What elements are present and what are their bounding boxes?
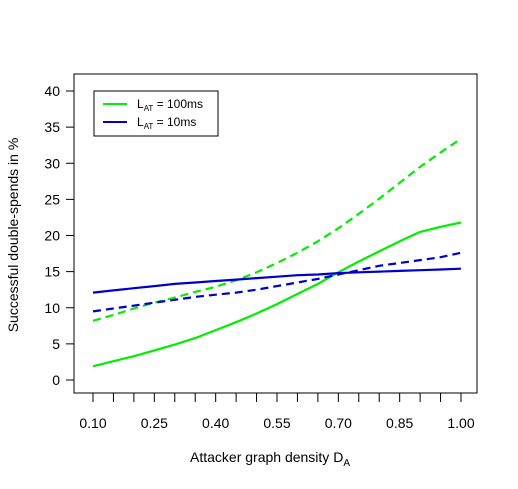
- series-line-1-solid: [92, 221, 462, 368]
- x-tick-label: 0.10: [79, 415, 106, 431]
- y-tick-label: 40: [44, 83, 60, 99]
- x-axis-title: Attacker graph density DA: [190, 449, 350, 469]
- x-tick-label: 0.55: [263, 415, 290, 431]
- x-axis-title-subscript: A: [343, 458, 350, 469]
- y-tick-label: 0: [52, 372, 60, 388]
- legend-label-lat-10ms: LAT = 10ms: [137, 115, 196, 131]
- x-tick-label: 0.70: [325, 415, 352, 431]
- x-axis: 0.10 0.25 0.40 0.55 0.70 0.85 1.00: [79, 393, 475, 431]
- x-tick-label: 0.85: [386, 415, 413, 431]
- y-tick-label: 25: [44, 191, 60, 207]
- y-tick-label: 30: [44, 155, 60, 171]
- y-tick-label: 5: [52, 336, 60, 352]
- y-tick-label: 20: [44, 228, 60, 244]
- x-tick-label: 0.25: [141, 415, 168, 431]
- series-line-4-dashed: [92, 251, 462, 313]
- legend-box: [93, 90, 219, 137]
- series-line-2-dashed: [92, 137, 462, 322]
- y-axis: 0 5 10 15 20 25 30 35 40: [44, 83, 74, 388]
- y-axis-title: Successful double-spends in %: [5, 138, 21, 333]
- x-tick-label: 0.40: [202, 415, 229, 431]
- y-tick-label: 10: [44, 300, 60, 316]
- x-tick-label: 1.00: [447, 415, 474, 431]
- y-tick-label: 15: [44, 264, 60, 280]
- series-layer: [92, 137, 462, 368]
- legend: LAT = 100ms LAT = 10ms: [93, 90, 219, 137]
- plot-frame: [73, 73, 478, 394]
- legend-label-lat-100ms: LAT = 100ms: [137, 97, 203, 113]
- series-line-3-solid: [92, 267, 462, 294]
- y-tick-label: 35: [44, 119, 60, 135]
